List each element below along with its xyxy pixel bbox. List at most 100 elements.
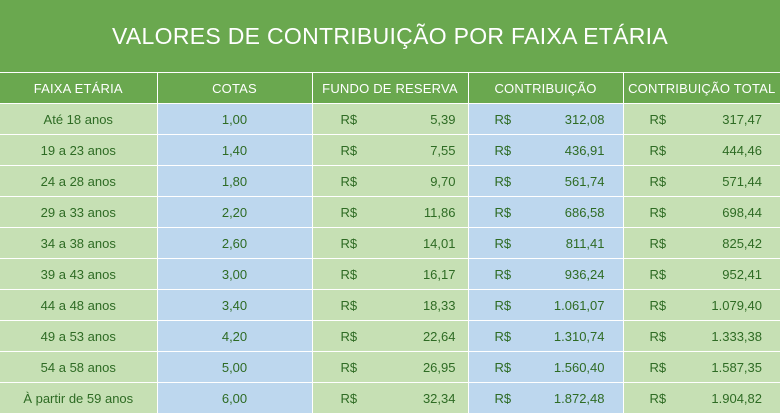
cell-cotas: 1,80 (157, 166, 312, 197)
cell-faixa-etaria: 39 a 43 anos (0, 259, 157, 290)
cell-contribuicao-total: R$1.333,38 (623, 321, 780, 352)
amount-value: 18,33 (423, 298, 456, 313)
amount-value: 312,08 (565, 112, 605, 127)
header-row: FAIXA ETÁRIA COTAS FUNDO DE RESERVA CONT… (0, 73, 780, 104)
cell-fundo-reserva: R$ 22,64 (312, 321, 468, 352)
currency-symbol: R$ (650, 112, 667, 127)
amount-value: 1.560,40 (554, 360, 605, 375)
cell-contribuicao: R$ 1.872,48 (468, 383, 623, 413)
currency-symbol: R$ (341, 267, 358, 282)
currency-symbol: R$ (650, 391, 667, 406)
cell-cotas: 3,40 (157, 290, 312, 321)
header-contribuicao: CONTRIBUIÇÃO (468, 73, 623, 104)
cell-contribuicao: R$ 312,08 (468, 104, 623, 135)
currency-symbol: R$ (341, 298, 358, 313)
cell-cotas: 1,40 (157, 135, 312, 166)
currency-symbol: R$ (495, 236, 512, 251)
currency-symbol: R$ (650, 298, 667, 313)
currency-symbol: R$ (495, 298, 512, 313)
amount-value: 1.061,07 (554, 298, 605, 313)
contribution-table: FAIXA ETÁRIA COTAS FUNDO DE RESERVA CONT… (0, 72, 780, 413)
cell-contribuicao: R$ 561,74 (468, 166, 623, 197)
cell-contribuicao-total: R$ 825,42 (623, 228, 780, 259)
cell-cotas: 3,00 (157, 259, 312, 290)
currency-symbol: R$ (495, 360, 512, 375)
header-cotas: COTAS (157, 73, 312, 104)
currency-symbol: R$ (341, 205, 358, 220)
currency-symbol: R$ (341, 174, 358, 189)
amount-value: 436,91 (565, 143, 605, 158)
amount-value: 561,74 (565, 174, 605, 189)
cell-faixa-etaria: 29 a 33 anos (0, 197, 157, 228)
currency-symbol: R$ (341, 360, 358, 375)
currency-symbol: R$ (341, 143, 358, 158)
currency-symbol: R$ (495, 391, 512, 406)
currency-symbol: R$ (650, 205, 667, 220)
currency-symbol: R$ (650, 267, 667, 282)
amount-value: 7,55 (430, 143, 455, 158)
currency-symbol: R$ (495, 112, 512, 127)
amount-value: 14,01 (423, 236, 456, 251)
amount-value: 22,64 (423, 329, 456, 344)
currency-symbol: R$ (495, 174, 512, 189)
cell-fundo-reserva: R$11,86 (312, 197, 468, 228)
header-faixa-etaria: FAIXA ETÁRIA (0, 73, 157, 104)
currency-symbol: R$ (495, 329, 512, 344)
cell-cotas: 1,00 (157, 104, 312, 135)
amount-value: 1.333,38 (711, 329, 762, 344)
cell-contribuicao: R$ 1.560,40 (468, 352, 623, 383)
cell-contribuicao: R$ 1.061,07 (468, 290, 623, 321)
cell-contribuicao: R$436,91 (468, 135, 623, 166)
cell-fundo-reserva: R$9,70 (312, 166, 468, 197)
amount-value: 16,17 (423, 267, 456, 282)
cell-fundo-reserva: R$ 5,39 (312, 104, 468, 135)
amount-value: 571,44 (722, 174, 762, 189)
cell-fundo-reserva: R$ 18,33 (312, 290, 468, 321)
cell-contribuicao-total: R$698,44 (623, 197, 780, 228)
amount-value: 936,24 (565, 267, 605, 282)
currency-symbol: R$ (341, 112, 358, 127)
cell-fundo-reserva: R$26,95 (312, 352, 468, 383)
currency-symbol: R$ (495, 205, 512, 220)
cell-fundo-reserva: R$ 7,55 (312, 135, 468, 166)
amount-value: 1.872,48 (554, 391, 605, 406)
amount-value: 5,39 (430, 112, 455, 127)
cell-faixa-etaria: 44 a 48 anos (0, 290, 157, 321)
currency-symbol: R$ (341, 329, 358, 344)
cell-cotas: 2,60 (157, 228, 312, 259)
cell-cotas: 4,20 (157, 321, 312, 352)
cell-faixa-etaria: 54 a 58 anos (0, 352, 157, 383)
table-title: VALORES DE CONTRIBUIÇÃO POR FAIXA ETÁRIA (0, 0, 780, 72)
currency-symbol: R$ (650, 236, 667, 251)
currency-symbol: R$ (650, 174, 667, 189)
cell-contribuicao: R$811,41 (468, 228, 623, 259)
cell-faixa-etaria: 34 a 38 anos (0, 228, 157, 259)
cell-contribuicao-total: R$952,41 (623, 259, 780, 290)
cell-contribuicao-total: R$1.079,40 (623, 290, 780, 321)
cell-faixa-etaria: 24 a 28 anos (0, 166, 157, 197)
header-contribuicao-total: CONTRIBUIÇÃO TOTAL (623, 73, 780, 104)
amount-value: 1.310,74 (554, 329, 605, 344)
cell-contribuicao: R$ 936,24 (468, 259, 623, 290)
cell-contribuicao: R$ 1.310,74 (468, 321, 623, 352)
cell-fundo-reserva: R$ 16,17 (312, 259, 468, 290)
cell-cotas: 2,20 (157, 197, 312, 228)
currency-symbol: R$ (341, 391, 358, 406)
amount-value: 1.904,82 (711, 391, 762, 406)
currency-symbol: R$ (495, 267, 512, 282)
currency-symbol: R$ (341, 236, 358, 251)
currency-symbol: R$ (650, 360, 667, 375)
cell-fundo-reserva: R$32,34 (312, 383, 468, 413)
cell-contribuicao-total: R$444,46 (623, 135, 780, 166)
cell-cotas: 6,00 (157, 383, 312, 413)
amount-value: 825,42 (722, 236, 762, 251)
cell-cotas: 5,00 (157, 352, 312, 383)
